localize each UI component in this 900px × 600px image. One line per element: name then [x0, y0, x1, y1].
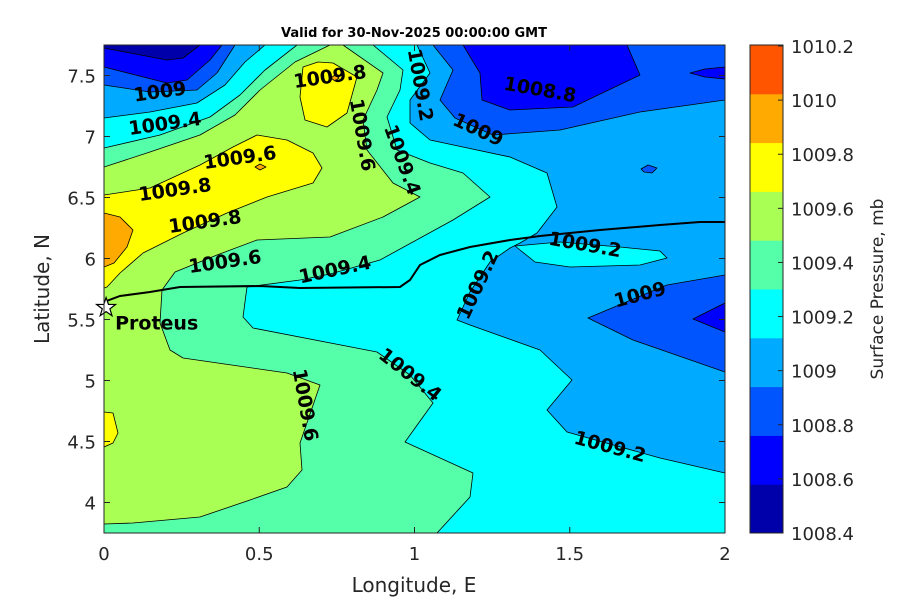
colorbar-band [750, 142, 783, 192]
colorbar-tick-label: 1010 [791, 91, 837, 112]
colorbar-tick-label: 1010.2 [791, 37, 854, 58]
colorbar-tick-label: 1008.4 [791, 524, 854, 545]
colorbar-tick-label: 1009.6 [791, 199, 854, 220]
y-axis-label: Latitude, N [30, 234, 54, 344]
contour-region [104, 411, 119, 448]
station-label: Proteus [115, 313, 198, 335]
colorbar-frame [749, 44, 784, 534]
contour-region [462, 45, 641, 111]
contour-region [587, 274, 725, 373]
colorbar-tick-label: 1009.4 [791, 253, 854, 274]
contour-region [104, 45, 421, 525]
y-tick-label: 6 [85, 250, 96, 271]
colorbar-tick-label: 1009.2 [791, 308, 854, 329]
colorbar-band [750, 240, 783, 290]
colorbar-band [750, 93, 783, 144]
coastline [104, 221, 725, 303]
y-tick-label: 5.5 [67, 311, 96, 332]
colorbar-band [750, 45, 783, 95]
filled-contours [104, 45, 725, 533]
coastline-layer [104, 221, 725, 303]
y-tick-label: 7.5 [67, 67, 96, 88]
colorbar-tick-label: 1008.8 [791, 416, 854, 437]
colorbar-tick-label: 1008.6 [791, 470, 854, 491]
star-marker-icon [94, 295, 118, 318]
contour-region [689, 66, 725, 80]
contour-region [514, 241, 668, 268]
x-tick-label: 1 [409, 544, 420, 565]
contour-region [640, 164, 658, 174]
station-marker: Proteus [94, 295, 198, 335]
contour-region [330, 74, 340, 82]
contour-region [104, 45, 223, 84]
colorbar-band [750, 289, 783, 339]
colorbar-band [750, 191, 783, 241]
y-tick-label: 4 [85, 494, 96, 515]
x-tick-label: 2 [719, 544, 730, 565]
colorbar-tick-label: 1009 [791, 362, 837, 383]
colorbar: 1008.4 1008.6 1008.8 1009 1009.2 1009.4 1009.6… [749, 37, 854, 545]
y-tick-label: 7 [85, 128, 96, 149]
x-tick-label: 1.5 [555, 544, 584, 565]
x-tick-label: 0 [98, 544, 109, 565]
contour-region [104, 45, 201, 61]
contour-region [104, 134, 323, 289]
x-axis-label: Longitude, E [352, 573, 477, 597]
contour-region [692, 302, 725, 333]
contour-region [104, 212, 134, 268]
y-tick-label: 5 [85, 372, 96, 393]
contour-region [254, 163, 267, 171]
y-axis: 4 4.5 5 5.5 6 6.5 7 7.5 [67, 67, 725, 515]
colorbar-label: Surface Pressure, mb [868, 199, 888, 380]
colorbar-band [750, 435, 783, 485]
colorbar-tick-label: 1009.8 [791, 145, 854, 166]
y-tick-label: 6.5 [67, 189, 96, 210]
chart-title: Valid for 30-Nov-2025 00:00:00 GMT [281, 26, 547, 41]
x-tick-label: 0.5 [245, 544, 274, 565]
colorbar-band [750, 484, 783, 534]
y-tick-label: 4.5 [67, 433, 96, 454]
x-axis: 0 0.5 1 1.5 2 [98, 45, 731, 565]
colorbar-band [750, 386, 783, 436]
contour-region [299, 61, 358, 128]
colorbar-band [750, 337, 783, 388]
